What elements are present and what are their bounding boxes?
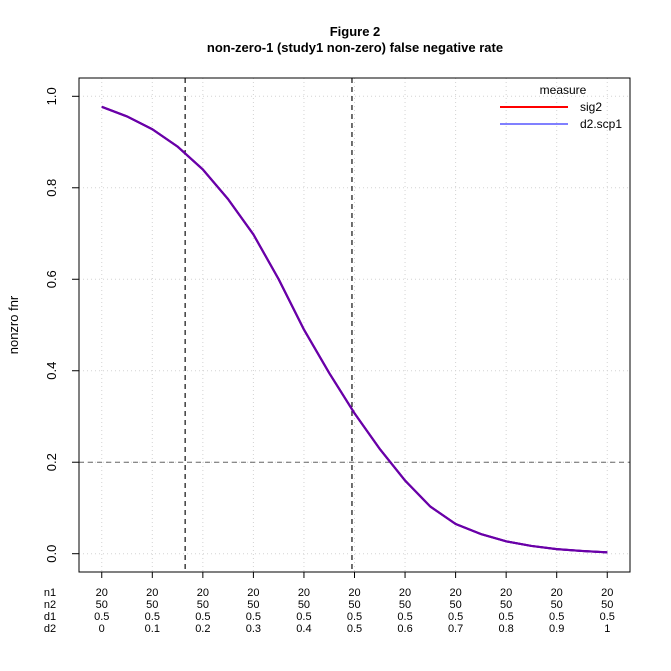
x-tick-label-n1: 20 bbox=[601, 587, 613, 599]
x-tick-label-n2: 50 bbox=[197, 599, 209, 611]
x-tick-label-n2: 50 bbox=[551, 599, 563, 611]
x-tick-label-n1: 20 bbox=[551, 587, 563, 599]
x-tick-label-n1: 20 bbox=[399, 587, 411, 599]
x-tick-label-n2: 50 bbox=[601, 599, 613, 611]
y-tick-label: 0.0 bbox=[44, 545, 59, 563]
x-tick-label-n1: 20 bbox=[500, 587, 512, 599]
x-tick-label-d2: 0.7 bbox=[448, 623, 463, 635]
x-tick-label-d1: 0.5 bbox=[145, 611, 160, 623]
series-layer bbox=[101, 105, 608, 554]
x-tick-label-d2: 0.8 bbox=[499, 623, 514, 635]
x-tick-label-n2: 50 bbox=[399, 599, 411, 611]
x-tick-label-n1: 20 bbox=[197, 587, 209, 599]
x-tick-label-d1: 0.5 bbox=[246, 611, 261, 623]
x-tick-label-d1: 0.5 bbox=[296, 611, 311, 623]
x-tick-label-n2: 50 bbox=[146, 599, 158, 611]
x-row-label-n2: n2 bbox=[44, 599, 56, 611]
x-tick-label-d1: 0.5 bbox=[600, 611, 615, 623]
x-tick-label-d1: 0.5 bbox=[448, 611, 463, 623]
x-tick-label-n1: 20 bbox=[449, 587, 461, 599]
series-line-overlap bbox=[101, 105, 608, 554]
x-axis: n1 20 20 20 20 20 20 20 20 20 20 20 n2 50 50 50 50 50 50 50… bbox=[44, 572, 615, 635]
x-tick-label-d2: 0.6 bbox=[397, 623, 412, 635]
y-tick-label: 1.0 bbox=[44, 87, 59, 105]
x-tick-label-d2: 0.3 bbox=[246, 623, 261, 635]
x-tick-label-d1: 0.5 bbox=[499, 611, 514, 623]
x-tick-label-n1: 20 bbox=[247, 587, 259, 599]
x-tick-label-d2: 0.9 bbox=[549, 623, 564, 635]
x-tick-label-d1: 0.5 bbox=[94, 611, 109, 623]
x-tick-label-n2: 50 bbox=[500, 599, 512, 611]
y-tick-label: 0.4 bbox=[44, 362, 59, 380]
series-line-d2-scp1 bbox=[101, 105, 608, 554]
x-tick-label-n1: 20 bbox=[146, 587, 158, 599]
x-tick-label-n1: 20 bbox=[298, 587, 310, 599]
x-tick-label-d2: 0.5 bbox=[347, 623, 362, 635]
plot-frame bbox=[78, 77, 631, 573]
x-row-label-n1: n1 bbox=[44, 587, 56, 599]
grid-layer bbox=[79, 78, 630, 572]
y-tick-label: 0.6 bbox=[44, 270, 59, 288]
x-tick-label-n2: 50 bbox=[449, 599, 461, 611]
x-tick-label-d1: 0.5 bbox=[549, 611, 564, 623]
x-tick-label-d2: 0.2 bbox=[195, 623, 210, 635]
x-row-label-d1: d1 bbox=[44, 611, 56, 623]
x-tick-label-n2: 50 bbox=[96, 599, 108, 611]
x-tick-label-d2: 0.1 bbox=[145, 623, 160, 635]
x-tick-label-d1: 0.5 bbox=[195, 611, 210, 623]
chart-title: Figure 2 bbox=[330, 24, 381, 39]
chart-subtitle: non-zero-1 (study1 non-zero) false negat… bbox=[207, 40, 503, 55]
legend-label-d2-scp1: d2.scp1 bbox=[580, 117, 622, 131]
reference-lines bbox=[79, 78, 630, 572]
y-axis: 0.0 0.2 0.4 0.6 0.8 1.0 bbox=[44, 87, 79, 563]
x-tick-label-n2: 50 bbox=[348, 599, 360, 611]
x-row-label-d2: d2 bbox=[44, 623, 56, 635]
x-tick-label-d1: 0.5 bbox=[347, 611, 362, 623]
x-tick-label-d2: 1 bbox=[604, 623, 610, 635]
y-tick-label: 0.8 bbox=[44, 179, 59, 197]
legend-title: measure bbox=[540, 83, 587, 97]
x-tick-label-n1: 20 bbox=[96, 587, 108, 599]
x-tick-label-d2: 0 bbox=[99, 623, 105, 635]
y-tick-label: 0.2 bbox=[44, 453, 59, 471]
x-tick-label-d1: 0.5 bbox=[397, 611, 412, 623]
legend-label-sig2: sig2 bbox=[580, 100, 602, 114]
x-tick-label-d2: 0.4 bbox=[296, 623, 311, 635]
legend: measure sig2 d2.scp1 bbox=[500, 83, 622, 131]
y-axis-label: nonzro fnr bbox=[6, 295, 21, 354]
x-tick-label-n2: 50 bbox=[247, 599, 259, 611]
series-line-sig2 bbox=[101, 105, 608, 554]
x-tick-label-n2: 50 bbox=[298, 599, 310, 611]
x-tick-label-n1: 20 bbox=[348, 587, 360, 599]
